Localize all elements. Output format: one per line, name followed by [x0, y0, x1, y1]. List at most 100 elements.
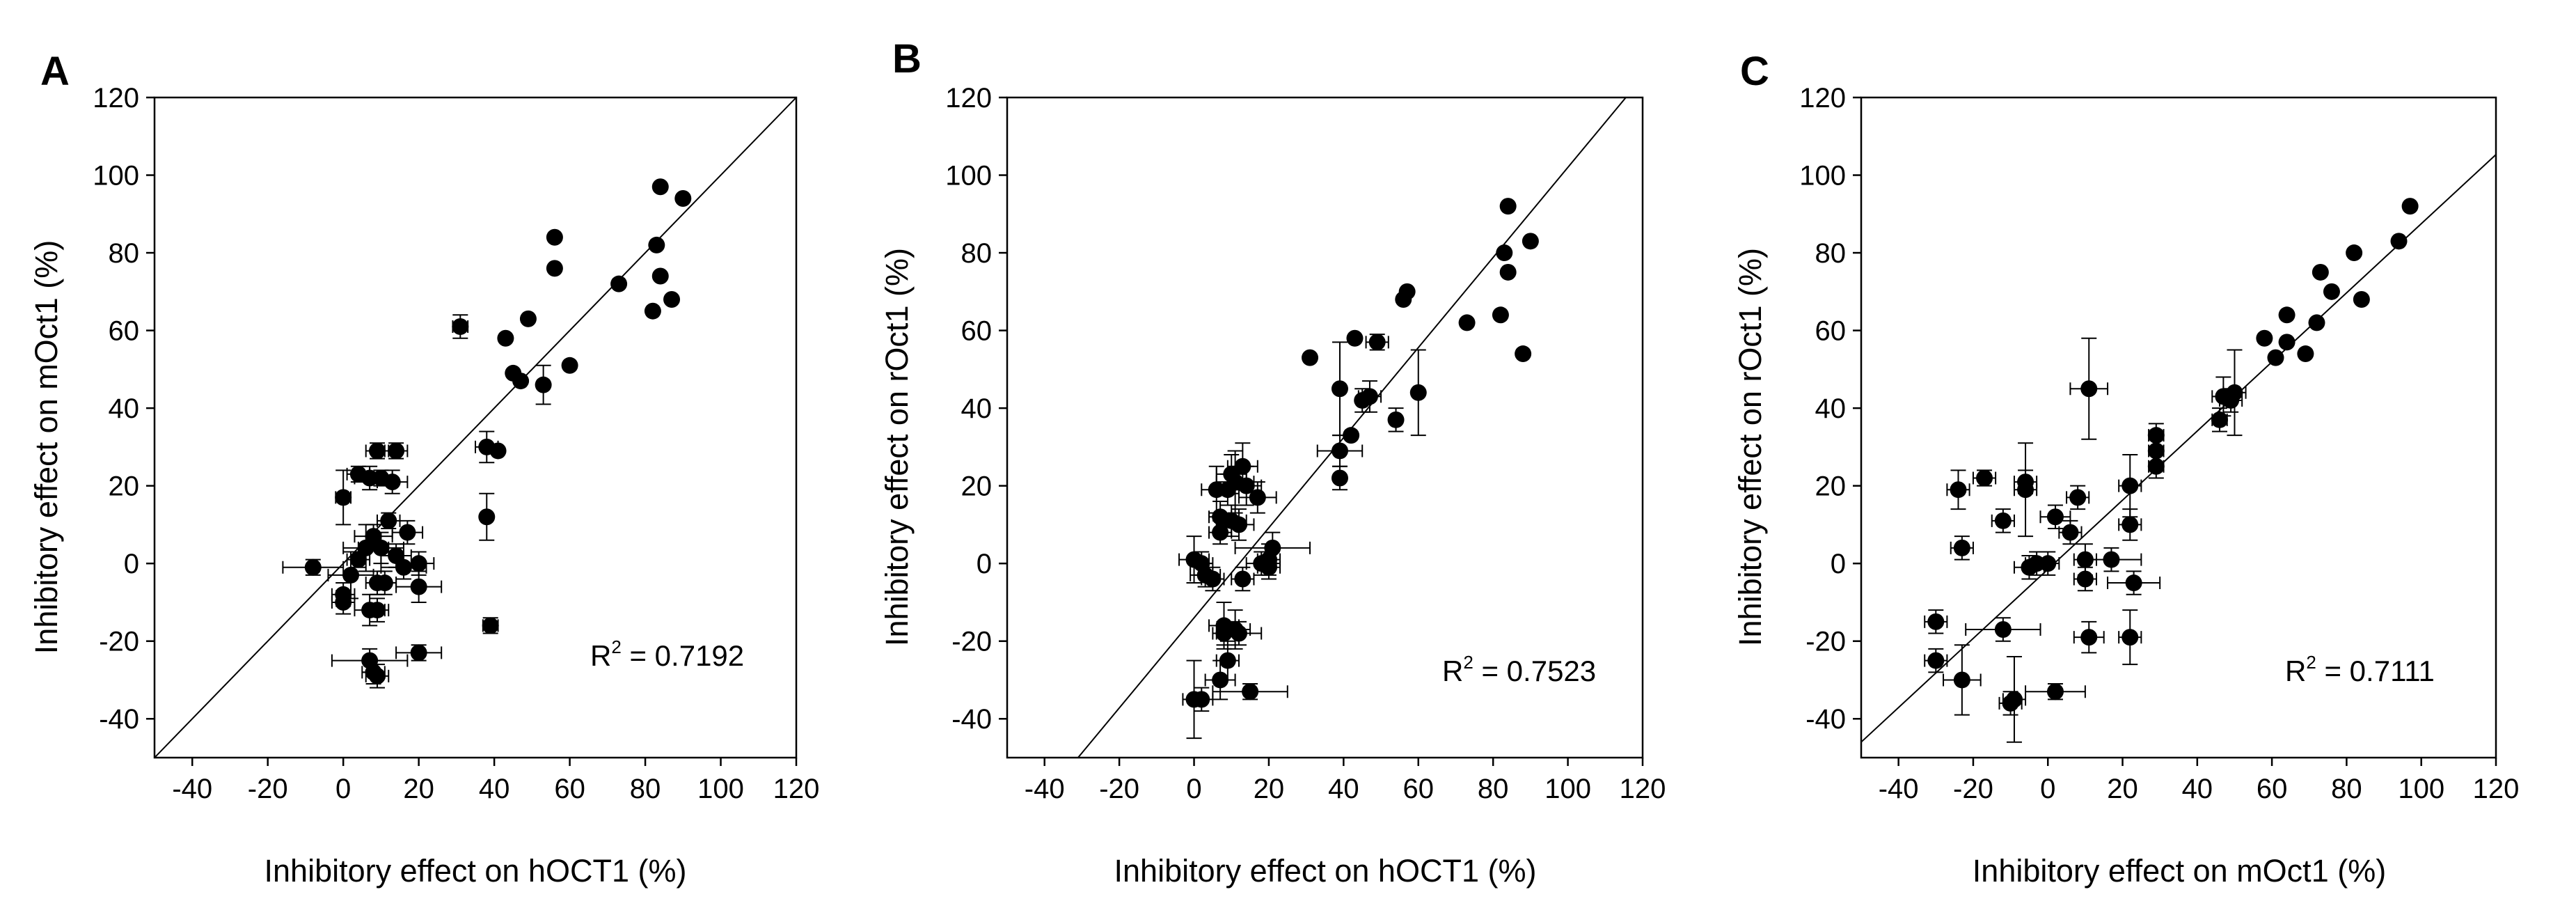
data-point	[1927, 652, 1945, 669]
x-tick-label: 40	[479, 774, 510, 804]
data-point	[663, 290, 681, 308]
y-tick-label: 120	[93, 83, 139, 114]
regression-line	[155, 97, 796, 758]
data-point	[1368, 334, 1386, 351]
data-point	[1249, 489, 1266, 506]
y-tick-label: 120	[945, 83, 992, 114]
x-axis-title: Inhibitory effect on hOCT1 (%)	[264, 853, 687, 889]
data-point	[1331, 442, 1348, 460]
data-point	[2222, 391, 2240, 409]
data-point	[1354, 391, 1371, 409]
x-tick-label: 20	[1254, 774, 1285, 804]
x-tick-label: 100	[2398, 774, 2444, 804]
data-point	[2353, 290, 2370, 308]
data-point	[410, 644, 427, 662]
plot-frame	[1860, 96, 2497, 759]
y-tick-label: 40	[109, 393, 140, 424]
data-point	[1953, 539, 1970, 556]
data-point	[644, 302, 661, 320]
y-tick-label: 60	[961, 316, 993, 347]
data-point	[2125, 574, 2142, 592]
data-point	[1242, 683, 1259, 701]
x-tick-label: 80	[2331, 774, 2362, 804]
x-tick-label: 0	[2040, 774, 2055, 804]
panel-b: B Inhibitory effect on rOct1 (%) Inhibit…	[879, 36, 1666, 889]
data-point	[2076, 570, 2094, 588]
data-point	[2046, 508, 2064, 526]
data-point	[2103, 551, 2120, 568]
data-point	[1331, 469, 1348, 487]
data-point	[1260, 558, 1277, 576]
x-axis-title: Inhibitory effect on mOct1 (%)	[1973, 853, 2386, 889]
regression-line	[1077, 97, 1627, 758]
data-point	[2267, 349, 2284, 366]
data-point	[335, 593, 352, 611]
x-tick-label: 60	[2257, 774, 2288, 804]
data-point	[342, 566, 360, 584]
data-point	[368, 602, 386, 619]
y-tick-label: 120	[1799, 83, 1846, 114]
r-squared-label: R2 = 0.7523	[1442, 652, 1596, 687]
data-point	[2401, 198, 2419, 215]
r-squared-label: R2 = 0.7111	[2285, 652, 2435, 687]
data-point	[1331, 380, 1348, 398]
panel-a: A Inhibitory effect on mOct1 (%) Inhibit…	[29, 49, 819, 889]
y-tick-label: -20	[99, 627, 139, 657]
data-point	[2297, 345, 2314, 363]
data-point	[452, 318, 469, 336]
x-tick-label: 100	[1544, 774, 1591, 804]
data-point	[372, 539, 390, 556]
y-tick-label: 40	[961, 393, 993, 424]
data-point	[1522, 233, 1539, 250]
y-tick-label: 0	[124, 549, 139, 579]
plot-area: -40 -20 0 20 40 60 80 100 120 -40 -20 0 20 40 60 80 100 1…	[93, 83, 819, 804]
x-tick-label: 60	[554, 774, 585, 804]
data-point	[478, 508, 496, 526]
x-axis-title: Inhibitory effect on hOCT1 (%)	[1114, 853, 1537, 889]
panel-c: C Inhibitory effect on rOct1 (%) Inhibit…	[1732, 49, 2519, 889]
data-point	[2002, 694, 2019, 712]
data-point	[2080, 380, 2098, 398]
x-tick-label: 120	[2473, 774, 2520, 804]
data-point	[399, 524, 416, 541]
data-point	[2046, 683, 2064, 701]
data-point	[2121, 477, 2139, 494]
data-point	[2121, 516, 2139, 533]
data-point	[535, 376, 552, 393]
data-point	[1499, 263, 1517, 281]
data-point	[368, 574, 386, 592]
data-point	[2039, 555, 2057, 572]
x-tick-label: -20	[1953, 774, 1993, 804]
data-point	[2308, 314, 2325, 331]
data-point	[1219, 481, 1236, 499]
x-tick-label: 20	[2107, 774, 2138, 804]
x-tick-label: 40	[1328, 774, 1359, 804]
data-point	[1230, 516, 1247, 533]
data-point	[1302, 349, 1319, 366]
data-point	[651, 267, 669, 285]
data-point	[2062, 524, 2079, 541]
x-tick-label: -40	[172, 774, 212, 804]
data-point	[2346, 244, 2363, 262]
data-point	[2211, 411, 2229, 428]
data-point	[388, 442, 405, 460]
y-tick-label: 20	[1815, 471, 1847, 502]
data-point	[674, 189, 692, 207]
data-point	[2147, 458, 2165, 475]
data-point	[1204, 570, 1222, 588]
data-point	[335, 489, 352, 506]
data-point	[2121, 629, 2139, 646]
data-point	[1346, 329, 1364, 347]
y-tick-label: 100	[93, 161, 139, 191]
y-tick-label: -20	[1805, 627, 1846, 657]
plot-area: -40 -20 0 20 40 60 80 100 120 -40 -20 0 20 40 60 80 100 1…	[1799, 83, 2519, 804]
data-point	[1343, 427, 1360, 444]
data-point	[2069, 489, 2087, 506]
y-axis-title: Inhibitory effect on rOct1 (%)	[1732, 248, 1768, 646]
data-point	[2278, 334, 2296, 351]
data-point	[395, 558, 412, 576]
data-point	[1927, 613, 1945, 630]
y-tick-label: 60	[1815, 316, 1847, 347]
plot-frame	[153, 96, 798, 759]
